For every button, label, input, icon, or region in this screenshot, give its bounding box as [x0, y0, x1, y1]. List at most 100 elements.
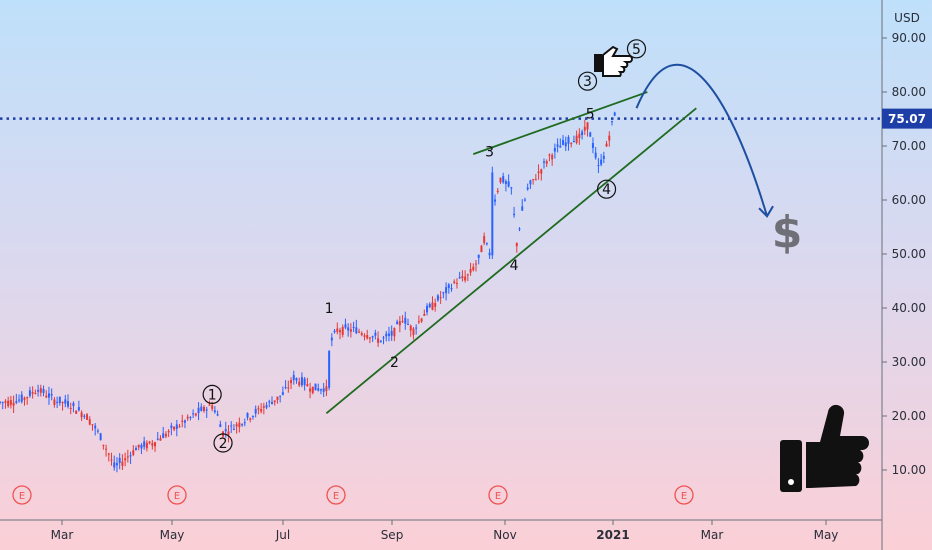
- earnings-marker-circle: [167, 485, 187, 505]
- candle-body: [330, 337, 333, 341]
- candle-body: [477, 254, 480, 259]
- candle-body: [208, 404, 211, 406]
- thumbs-up-cuff: [780, 440, 802, 492]
- candle-body: [567, 136, 570, 144]
- wave-label-circle: [213, 433, 233, 453]
- candle-body: [559, 145, 562, 148]
- candle-body: [300, 377, 303, 386]
- candle-body: [105, 448, 108, 450]
- candle-body: [322, 388, 325, 392]
- candle-body: [502, 176, 505, 183]
- candle-body: [608, 135, 611, 141]
- candle-body: [99, 433, 102, 441]
- y-tick-label: 30.00: [892, 355, 926, 369]
- candle-body: [192, 413, 195, 415]
- y-tick-label: 20.00: [892, 409, 926, 423]
- wave-label: 5: [632, 42, 641, 58]
- candle-body: [230, 425, 233, 427]
- candle-body: [485, 243, 488, 245]
- forecast-arrow-curve: [635, 63, 768, 217]
- candle-body: [341, 326, 344, 335]
- candle-body: [570, 143, 573, 145]
- candle-body: [306, 384, 309, 387]
- candle-body: [287, 387, 290, 389]
- candle-body: [271, 402, 273, 404]
- candle-body: [118, 457, 121, 463]
- candle-body: [205, 409, 208, 411]
- candle-body: [540, 169, 543, 174]
- candle-body: [417, 321, 420, 323]
- candle-body: [404, 317, 407, 324]
- candle-body: [88, 419, 91, 425]
- candle-body: [366, 335, 369, 339]
- candle-body: [257, 408, 260, 410]
- candle-body: [461, 276, 464, 279]
- candle-body: [472, 266, 475, 271]
- candle-body: [387, 333, 390, 336]
- candle-body: [548, 154, 551, 156]
- candle-body: [140, 444, 143, 449]
- candle-body: [575, 135, 578, 143]
- candle-body: [143, 441, 146, 447]
- wave-label-circle: [596, 179, 617, 199]
- candle-body: [295, 378, 298, 381]
- candle-body: [605, 143, 608, 147]
- candle-body: [562, 140, 565, 145]
- wave-label: 1: [208, 387, 217, 403]
- candle-body: [491, 172, 494, 256]
- candle-body: [189, 417, 192, 419]
- candle-body: [137, 444, 140, 448]
- candle-body: [507, 181, 510, 187]
- thumbs-up-icon: [780, 404, 869, 492]
- earnings-marker-label: E: [681, 491, 687, 502]
- candle-body: [265, 405, 268, 408]
- candle-body: [64, 399, 67, 404]
- candle-body: [178, 426, 181, 428]
- wave-label: 1: [325, 301, 334, 317]
- candle-body: [355, 327, 358, 334]
- candle-body: [96, 430, 99, 432]
- candle-body: [464, 276, 467, 281]
- candle-body: [151, 443, 154, 446]
- candle-body: [581, 131, 584, 135]
- candle-body: [9, 400, 12, 405]
- candle-body: [241, 424, 244, 426]
- y-tick-label: 10.00: [892, 463, 926, 477]
- candle-body: [368, 337, 371, 339]
- candle-body: [20, 394, 23, 402]
- pointing-hand-fingers: [602, 45, 633, 77]
- candle-body: [499, 177, 502, 183]
- thumbs-up-hand: [806, 404, 869, 488]
- candle-body: [219, 424, 222, 428]
- candle-body: [121, 461, 124, 466]
- candle-body: [31, 391, 34, 394]
- candle-body: [83, 415, 86, 417]
- candle-body: [333, 330, 336, 333]
- candle-body: [564, 142, 567, 147]
- candle-body: [556, 144, 559, 147]
- candle-body: [317, 388, 320, 391]
- candle-body: [415, 327, 418, 329]
- candle-body: [268, 401, 271, 403]
- candle-body: [325, 386, 328, 392]
- candle-body: [328, 351, 331, 388]
- candle-body: [232, 428, 235, 430]
- y-tick-label: 40.00: [892, 301, 926, 315]
- candle-body: [455, 283, 458, 285]
- candle-body: [358, 331, 361, 333]
- candle-body: [213, 410, 216, 413]
- candle-body: [412, 328, 415, 335]
- candle-body: [529, 180, 532, 185]
- candle-body: [173, 426, 176, 430]
- candle-body: [349, 329, 352, 332]
- candle-body: [159, 438, 162, 441]
- candle-body: [23, 397, 26, 400]
- candle-body: [319, 389, 322, 391]
- wave-label: 5: [586, 107, 595, 123]
- candle-body: [216, 414, 219, 416]
- candle-body: [578, 133, 581, 138]
- wedge-lower-trendline: [325, 107, 697, 414]
- candle-body: [249, 418, 252, 420]
